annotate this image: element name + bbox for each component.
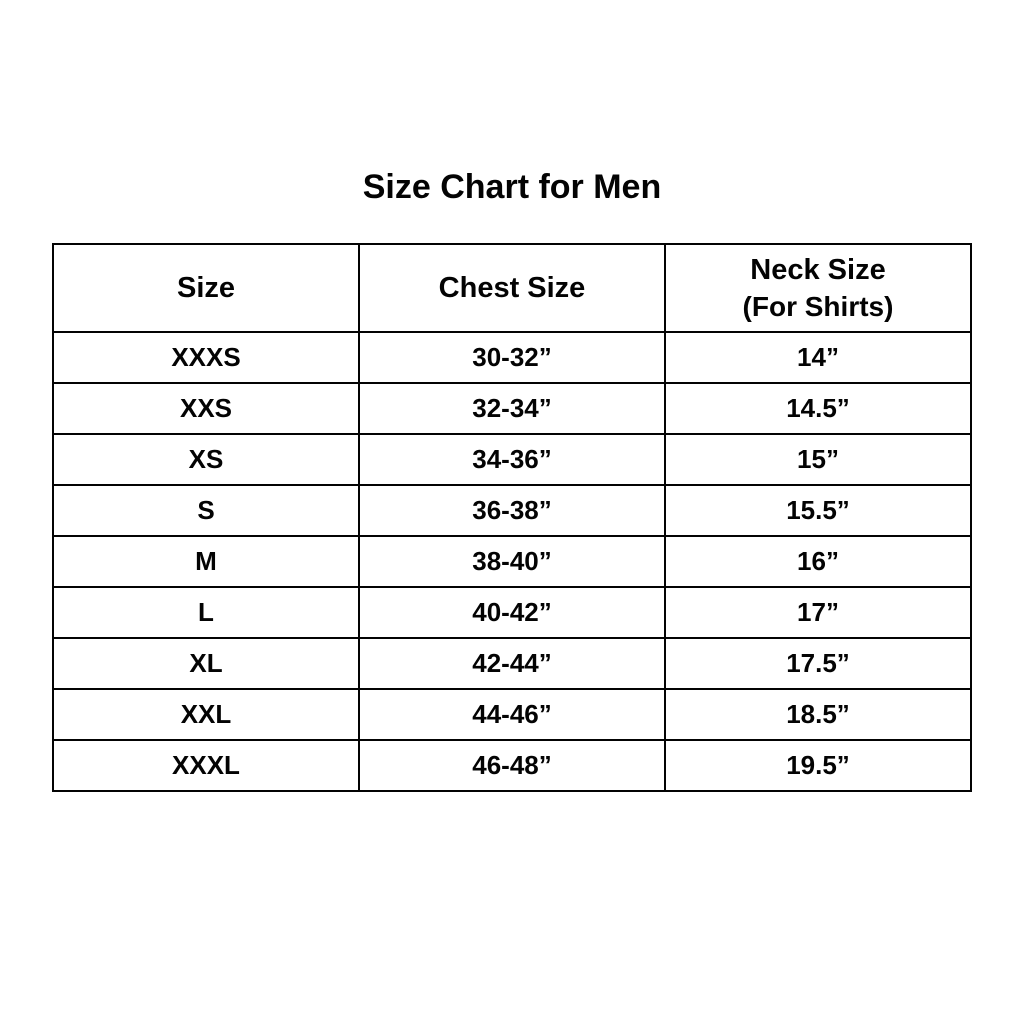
cell-size: XXXS <box>52 331 360 384</box>
table-row: XXL 44-46” 18.5” <box>52 688 972 741</box>
cell-neck-size: 15” <box>664 433 972 486</box>
cell-chest-size: 42-44” <box>358 637 666 690</box>
table-row: S 36-38” 15.5” <box>52 484 972 537</box>
cell-chest-size: 36-38” <box>358 484 666 537</box>
table-row: XL 42-44” 17.5” <box>52 637 972 690</box>
cell-size: XS <box>52 433 360 486</box>
table-row: XXS 32-34” 14.5” <box>52 382 972 435</box>
cell-neck-size: 14” <box>664 331 972 384</box>
cell-size: XXS <box>52 382 360 435</box>
table-row: L 40-42” 17” <box>52 586 972 639</box>
column-header-chest-size: Chest Size <box>358 243 666 333</box>
header-row: Size Chest Size Neck Size (For Shirts) <box>52 243 972 333</box>
cell-neck-size: 16” <box>664 535 972 588</box>
column-header-size: Size <box>52 243 360 333</box>
table-row: XXXS 30-32” 14” <box>52 331 972 384</box>
cell-neck-size: 18.5” <box>664 688 972 741</box>
cell-chest-size: 34-36” <box>358 433 666 486</box>
cell-chest-size: 32-34” <box>358 382 666 435</box>
neck-size-label: Neck Size <box>750 254 886 287</box>
table-row: XS 34-36” 15” <box>52 433 972 486</box>
table-row: M 38-40” 16” <box>52 535 972 588</box>
size-chart-table: Size Chest Size Neck Size (For Shirts) X… <box>52 243 972 792</box>
cell-chest-size: 38-40” <box>358 535 666 588</box>
cell-chest-size: 46-48” <box>358 739 666 792</box>
cell-size: L <box>52 586 360 639</box>
table-header: Size Chest Size Neck Size (For Shirts) <box>52 243 972 333</box>
cell-size: XL <box>52 637 360 690</box>
cell-neck-size: 19.5” <box>664 739 972 792</box>
cell-size: S <box>52 484 360 537</box>
cell-size: M <box>52 535 360 588</box>
cell-chest-size: 44-46” <box>358 688 666 741</box>
column-header-neck-size: Neck Size (For Shirts) <box>664 243 972 333</box>
size-table-body: XXXS 30-32” 14” XXS 32-34” 14.5” XS 34-36” 15” S 3… <box>52 331 972 792</box>
cell-neck-size: 17” <box>664 586 972 639</box>
cell-size: XXXL <box>52 739 360 792</box>
cell-neck-size: 14.5” <box>664 382 972 435</box>
neck-size-sublabel: (For Shirts) <box>742 290 894 322</box>
cell-neck-size: 15.5” <box>664 484 972 537</box>
cell-chest-size: 30-32” <box>358 331 666 384</box>
table-row: XXXL 46-48” 19.5” <box>52 739 972 792</box>
page-title: Size Chart for Men <box>362 168 662 206</box>
cell-neck-size: 17.5” <box>664 637 972 690</box>
cell-chest-size: 40-42” <box>358 586 666 639</box>
cell-size: XXL <box>52 688 360 741</box>
